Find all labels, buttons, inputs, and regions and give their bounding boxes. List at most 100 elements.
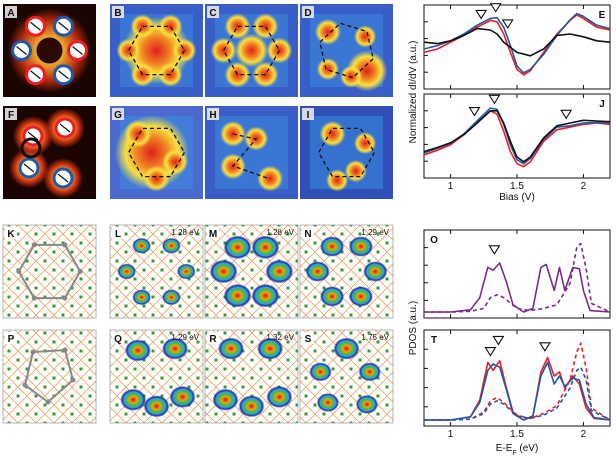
plot-frame	[423, 93, 611, 179]
peak-marker	[484, 347, 497, 357]
energy-label-M: 1.28 eV	[266, 228, 294, 237]
image-panels	[2, 4, 394, 424]
plot-E	[423, 3, 611, 90]
density-blob	[319, 286, 345, 307]
map-spot	[252, 61, 279, 88]
panel-letter-box	[207, 227, 219, 239]
panel-letter-L: L	[115, 229, 121, 240]
panel-letter-box	[302, 108, 314, 120]
panel-letter-box	[5, 108, 17, 120]
plot-frame	[423, 329, 611, 427]
vertex-dot	[31, 242, 37, 248]
map-spot	[123, 119, 152, 148]
density-blob	[223, 283, 252, 308]
y-label-pdos: PDOS (a.u.)	[408, 301, 419, 355]
density-blob	[218, 337, 245, 360]
panel-letter-box	[428, 333, 440, 345]
map-spot	[210, 37, 237, 64]
density-blob	[132, 237, 151, 254]
center-hole	[36, 37, 63, 64]
panel-P-image	[2, 329, 97, 424]
series-blue-dashed	[424, 366, 611, 421]
panel-letter-M: M	[209, 229, 217, 240]
panel-letter-R: R	[209, 334, 217, 345]
map-spot	[219, 120, 246, 147]
density-blob	[162, 237, 181, 254]
vertex-dot	[70, 377, 76, 383]
panel-letter-P: P	[8, 334, 15, 345]
panel-Q-image	[109, 329, 204, 424]
atom-marker-black	[20, 137, 42, 159]
peak-marker	[560, 109, 573, 120]
x-tick-label: 2	[581, 429, 587, 440]
map-spot	[252, 13, 279, 40]
y-label-dIdV: Normalized dI/dV (a.u.)	[408, 41, 419, 144]
spin-bar	[30, 21, 41, 31]
density-blob	[265, 259, 294, 284]
x-axis-label: E-EF (eV)	[496, 443, 539, 457]
density-blob	[223, 235, 252, 260]
density-blob	[333, 337, 360, 360]
panel-letter-box	[596, 8, 608, 20]
panel-letter-K: K	[7, 229, 15, 240]
panel-labels: 1.28 eV 1.28 eV 1.29 eV 1.29 eV 1.32 eV 1.75 …	[5, 6, 608, 355]
vertex-dot	[62, 295, 68, 301]
polygon-outline	[23, 348, 75, 404]
map-spot	[158, 62, 183, 87]
spin-bar	[57, 173, 69, 183]
spin-bar	[59, 123, 71, 133]
energy-label-L: 1.28 eV	[171, 228, 199, 237]
panel-letter-E: E	[599, 10, 606, 21]
series-blue-solid	[424, 361, 611, 421]
panel-S-image	[299, 329, 394, 424]
density-blob	[162, 337, 189, 360]
plot-frame	[423, 229, 611, 319]
density-blob	[120, 388, 147, 411]
map-spot	[143, 165, 170, 192]
spin-bar	[72, 46, 83, 55]
energy-label-Q: 1.29 eV	[171, 333, 199, 342]
panel-C-image	[205, 4, 298, 97]
panel-letter-J: J	[599, 99, 605, 110]
series-blue	[423, 12, 611, 74]
density-blob	[358, 362, 381, 382]
density-blob	[355, 394, 379, 414]
panel-letter-box	[207, 332, 219, 344]
panel-letter-O: O	[430, 235, 438, 246]
panel-letter-box	[112, 6, 124, 18]
map-spot	[224, 13, 251, 40]
map-spot	[339, 65, 363, 88]
plot-frame	[423, 4, 611, 90]
panel-letter-B: B	[114, 8, 121, 19]
panel-A-image	[3, 4, 96, 97]
x-tick-label: 1.5	[510, 181, 524, 192]
panel-letter-N: N	[304, 229, 311, 240]
peak-marker	[488, 245, 501, 255]
map-spot	[158, 14, 183, 39]
density-blob	[316, 393, 340, 413]
panel-letter-F: F	[8, 110, 14, 121]
map-spot	[116, 38, 141, 63]
map-spot	[162, 148, 189, 175]
spectra-plots: 1 1.5 2 Bias (V) 1 1.5 2 E-EF (eV)	[423, 3, 611, 457]
panel-I-image	[300, 106, 393, 199]
panel-letter-box	[596, 97, 608, 109]
panel-letter-I: I	[307, 110, 310, 121]
plot-J: 1 1.5 2 Bias (V)	[423, 93, 611, 203]
peak-marker	[538, 342, 551, 352]
panel-D-image	[300, 4, 393, 97]
peak-marker	[475, 9, 488, 20]
panel-G-image	[110, 106, 203, 199]
spin-bar	[27, 131, 39, 141]
panel-letter-C: C	[209, 8, 216, 19]
density-blob	[143, 395, 170, 418]
density-blob	[251, 235, 280, 260]
vertex-dot	[16, 269, 22, 274]
panel-letter-box	[302, 6, 314, 18]
panel-letter-box	[428, 233, 440, 245]
vertex-dot	[30, 349, 36, 355]
panel-letter-A: A	[7, 8, 14, 19]
panel-H-image	[205, 106, 298, 199]
panel-letter-Q: Q	[114, 334, 122, 345]
panel-letter-box	[5, 332, 17, 344]
